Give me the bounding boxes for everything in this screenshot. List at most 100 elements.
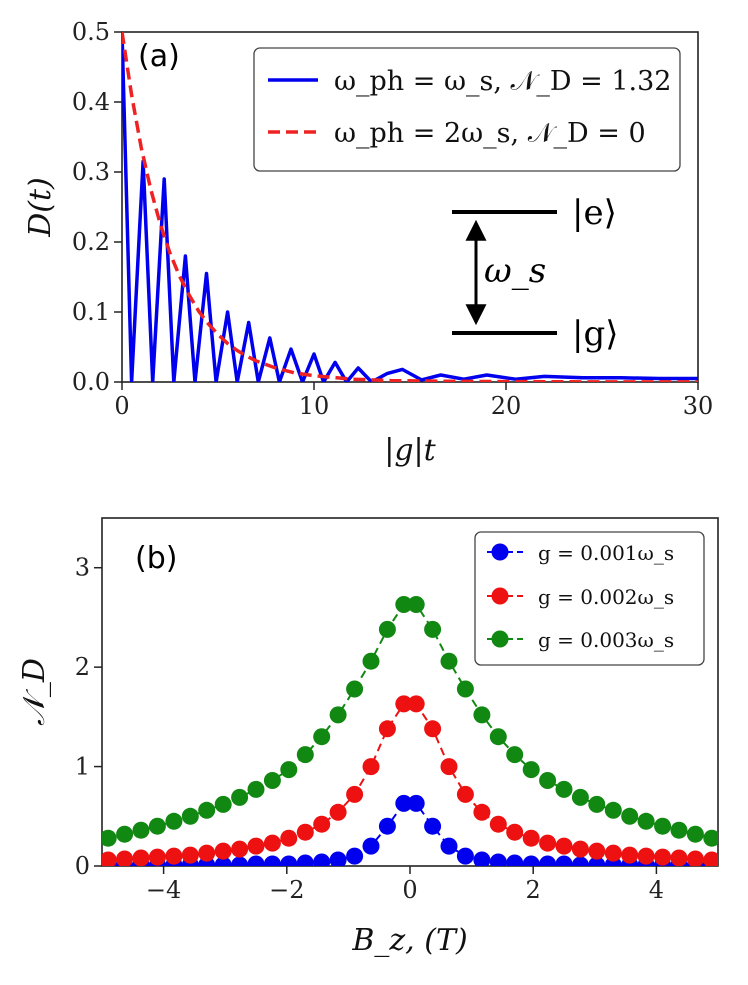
panel-a-label: (a) <box>138 39 180 74</box>
b-ytick-label: 0 <box>75 852 90 880</box>
b-series-1-point <box>555 855 573 866</box>
b-xtick-label: 2 <box>526 876 541 904</box>
b-ytick-label: 1 <box>75 753 90 781</box>
panel-a: 0 10 20 30 0.0 0.1 0.2 0.3 0.4 0.5 (a) ω_ph = ω_s… <box>23 18 713 468</box>
legend-b-entry-2: g = 0.002ω_s <box>538 585 674 609</box>
b-series-2-point <box>313 815 331 833</box>
b-series-3-point <box>703 829 718 847</box>
a-xtick-label: 10 <box>299 392 330 420</box>
b-series-1-point <box>456 847 474 865</box>
b-series-2-point <box>703 851 718 866</box>
b-series-3-point <box>132 821 150 839</box>
b-series-1-point <box>407 794 425 812</box>
b-series-2-point <box>280 829 298 847</box>
b-series-3-point <box>280 761 298 779</box>
b-series-3-point <box>604 801 622 819</box>
b-series-1-point <box>313 853 331 866</box>
panel-a-ylabel: D(t) <box>23 177 58 238</box>
b-ytick-label: 2 <box>75 653 90 681</box>
a-xtick-label: 30 <box>683 392 714 420</box>
energy-level-inset: |e⟩ |g⟩ ω_s <box>452 193 618 354</box>
b-series-1-point <box>378 817 396 835</box>
b-series-2-point <box>686 850 704 866</box>
b-series-2-point <box>214 842 232 860</box>
b-series-3-point <box>407 596 425 613</box>
b-series-3-point <box>198 801 216 819</box>
b-series-3-point <box>440 652 458 670</box>
b-series-2-point <box>378 720 396 738</box>
a-ytick-label: 0.1 <box>72 298 110 326</box>
panel-a-legend: ω_ph = ω_s, 𝒩_D = 1.32 ω_ph = 2ω_s, 𝒩_D … <box>253 47 681 172</box>
b-series-1-point <box>473 851 491 866</box>
b-series-2-point <box>670 849 688 866</box>
legend-b-swatches <box>487 543 527 648</box>
b-series-2-point <box>346 785 364 803</box>
b-series-3-point <box>621 807 639 825</box>
b-series-2-point <box>329 803 347 821</box>
b-series-3-point <box>247 780 265 798</box>
b-series-3-point <box>263 772 281 789</box>
b-series-3-point <box>654 817 672 835</box>
b-series-1-point <box>440 837 458 855</box>
b-series-2-point <box>621 846 639 864</box>
b-series-3-point <box>489 728 507 746</box>
b-series-1-point <box>214 856 232 866</box>
b-series-2-point <box>132 849 150 866</box>
legend-b-swatch-marker <box>491 587 509 605</box>
b-xtick-label: −4 <box>146 876 181 904</box>
b-series-1-point <box>588 856 606 866</box>
b-series-1-point <box>346 847 364 865</box>
a-ytick-label: 0.5 <box>72 18 110 46</box>
b-series-2-point <box>506 823 524 841</box>
b-series-2-point <box>362 758 380 776</box>
a-ytick-label: 0.3 <box>72 158 110 186</box>
b-series-2-point <box>604 844 622 862</box>
b-series-3-point <box>395 596 413 613</box>
legend-b-swatch-marker <box>491 630 509 648</box>
legend-a-entry-1: ω_ph = ω_s, 𝒩_D = 1.32 <box>334 66 671 97</box>
upper-level-label: |e⟩ <box>572 193 617 233</box>
a-series-1-line <box>122 32 698 382</box>
b-series-2-point <box>522 829 540 847</box>
b-series-2-point <box>424 720 442 738</box>
a-ytick-label: 0.4 <box>72 88 110 116</box>
legend-a-entry-2: ω_ph = 2ω_s, 𝒩_D = 0 <box>334 118 646 149</box>
b-series-1-point <box>395 794 413 812</box>
b-series-2-point <box>456 785 474 803</box>
b-series-2-point <box>407 695 425 713</box>
b-series-3-point <box>506 746 524 764</box>
b-series-2-point <box>637 847 655 865</box>
a-xtick-label: 20 <box>491 392 522 420</box>
b-series-2-line <box>108 702 712 861</box>
a-ytick-label: 0.2 <box>72 228 110 256</box>
b-series-2-point <box>489 815 507 833</box>
b-series-1-point <box>231 856 249 866</box>
legend-b-box <box>474 531 705 666</box>
panel-b-xlabel: B_z, (T) <box>351 923 467 958</box>
b-series-1-point <box>280 855 298 866</box>
b-series-3-point <box>231 788 249 806</box>
b-series-3-point <box>686 825 704 843</box>
a-ytick-label: 0.0 <box>72 368 110 396</box>
b-series-3-point <box>296 746 314 764</box>
b-series-1-point <box>539 855 557 866</box>
legend-b-entry-1: g = 0.001ω_s <box>538 541 674 565</box>
b-series-2-point <box>654 848 672 866</box>
b-series-3-point <box>165 812 183 830</box>
b-series-3-point <box>637 812 655 830</box>
b-xtick-label: 4 <box>649 876 664 904</box>
b-series-2-point <box>395 695 413 713</box>
b-series-2-point <box>555 837 573 855</box>
lower-level-label: |g⟩ <box>572 314 618 354</box>
b-series-3-point <box>313 728 331 746</box>
panel-b: −4 −2 0 2 4 0 1 2 3 (b) g = 0.001ω_s g = 0.002ω_… <box>17 517 719 958</box>
b-series-3-point <box>346 680 364 698</box>
a-series-2-line <box>122 32 698 382</box>
b-series-1-point <box>522 855 540 866</box>
b-series-3-point <box>116 825 134 843</box>
panel-b-ylabel: 𝒩_D <box>17 658 52 726</box>
b-series-3-point <box>102 829 117 847</box>
b-series-3-point <box>362 652 380 670</box>
b-series-2-point <box>296 823 314 841</box>
b-series-3-point <box>214 795 232 813</box>
